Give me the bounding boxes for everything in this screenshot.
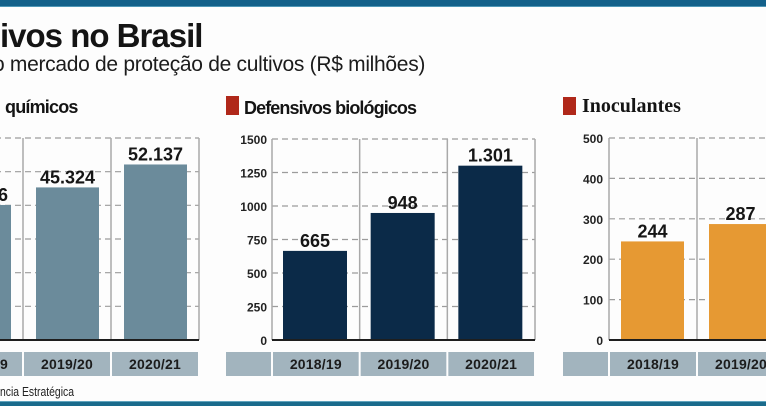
chart-bar [370,212,435,340]
value-label: 244 [637,221,667,241]
chart-bar [621,241,684,340]
category-label: 2019/20 [377,356,429,372]
category-band-cell [610,352,696,376]
value-label: 948 [388,193,418,213]
category-label: 2019/20 [41,356,93,372]
top-accent-bar [0,0,766,7]
value-label: 287 [725,204,755,224]
chart-bar [709,224,766,340]
page-subtitle: o mercado de proteção de cultivos (R$ mi… [0,53,426,76]
value-label: 6 [0,185,8,205]
category-label: 2018/19 [627,356,679,372]
category-label: 2020/21 [465,356,517,372]
y-tick-label: 400 [583,172,603,186]
y-tick-label: 250 [247,301,267,315]
category-label: 2020/21 [129,356,181,372]
category-band-cell [698,352,766,376]
y-tick-label: 100 [583,294,603,308]
chart-bar [283,250,347,340]
legend-marker-inoculantes [563,97,576,115]
y-tick-label: 1000 [240,200,267,214]
category-band-blank-cell [226,352,271,376]
y-tick-label: 1500 [240,133,267,147]
chart-bar [124,164,187,340]
category-band-blank-cell [563,352,608,376]
value-label: 665 [300,231,330,251]
value-label: 1.301 [468,146,513,166]
category-band-cell [448,352,535,376]
y-tick-label: 200 [583,253,603,267]
y-tick-label: 0 [260,334,267,348]
y-tick-label: 500 [247,267,267,281]
category-label: 9 [0,356,8,372]
y-tick-label: 300 [583,213,603,227]
chart-bar [36,187,99,340]
page-title: ivos no Brasil [0,17,203,54]
chart-title-inoculantes: Inoculantes [582,95,681,117]
category-band-cell [24,352,110,376]
chart-title-biologicos: Defensivos biológicos [244,98,417,118]
category-label: 2019/20 [715,356,766,372]
bottom-accent-bar [0,401,766,406]
chart-title-quimicos: químicos [5,97,78,117]
category-label: 2018/19 [290,356,342,372]
y-tick-label: 500 [583,132,603,146]
category-band-cell [360,352,447,376]
y-tick-label: 1250 [240,167,267,181]
category-band-cell [273,352,359,376]
source-credit: ncia Estratégica [0,384,74,399]
chart-bar [0,204,11,340]
value-label: 45.324 [40,167,95,187]
chart-bar [458,165,523,340]
legend-marker-biologicos [226,96,239,115]
value-label: 52.137 [128,144,183,164]
y-tick-label: 0 [596,334,603,348]
category-band-cell [112,352,198,376]
y-tick-label: 750 [247,234,267,248]
category-band-cell [0,352,22,376]
